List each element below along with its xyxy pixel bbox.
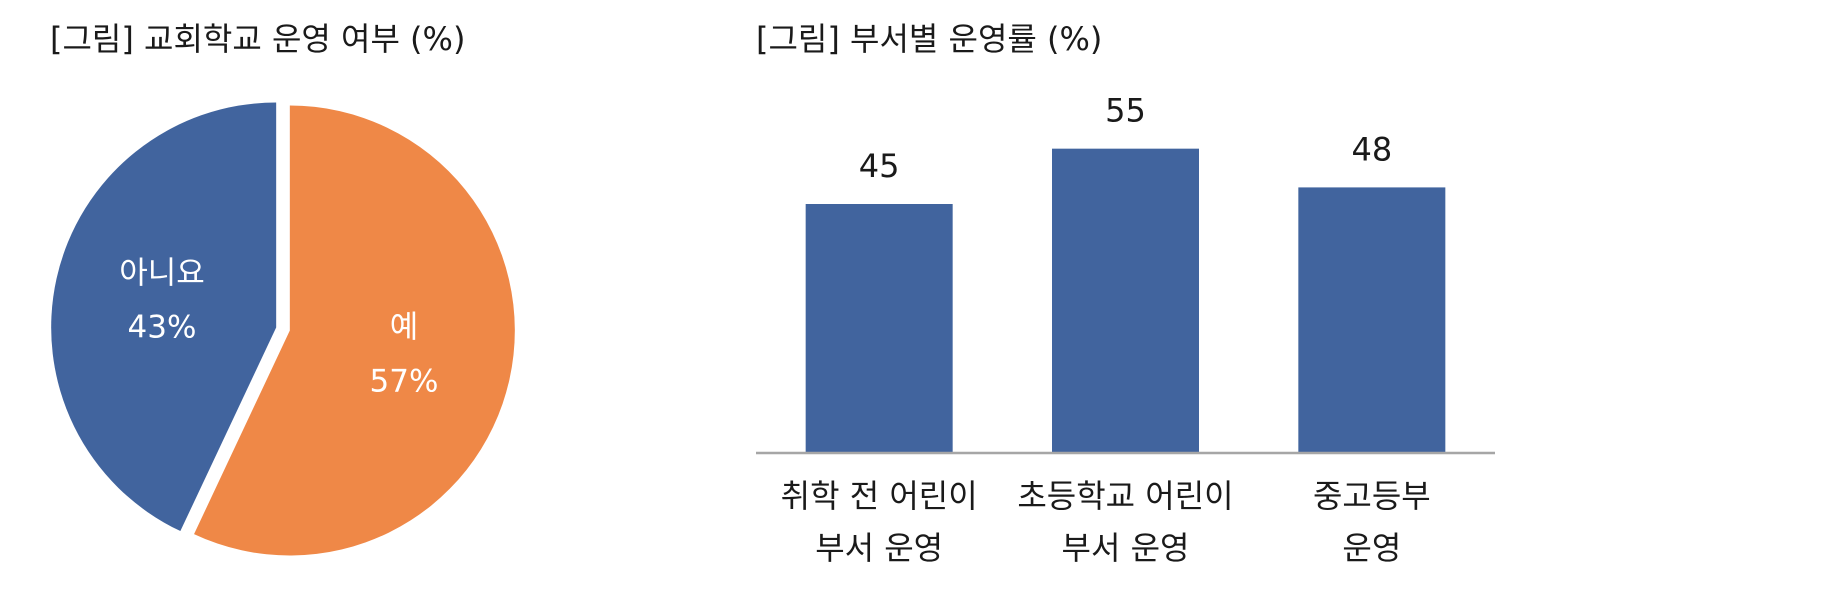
- slice-value-label: 57%: [370, 364, 439, 400]
- x-tick-label: 중고등부 운영: [1312, 477, 1431, 567]
- x-tick-label: 취학 전 어린이 부서 운영: [780, 477, 978, 567]
- x-tick-label: 초등학교 어린이 부서 운영: [1017, 477, 1234, 567]
- pie-slice: [194, 105, 515, 556]
- value-label: 55: [1105, 92, 1146, 130]
- chart-title: [그림] 교회학교 운영 여부 (%): [50, 20, 465, 58]
- slice-label: 예: [390, 310, 419, 346]
- value-label: 45: [859, 147, 900, 185]
- x-tick-label-box: 중고등부 운영: [1312, 477, 1431, 567]
- slice-value-label: 43%: [128, 309, 197, 345]
- x-tick-label-box: 취학 전 어린이 부서 운영: [780, 477, 978, 567]
- chart-title: [그림] 부서별 운영률 (%): [756, 20, 1102, 58]
- value-label: 48: [1351, 130, 1392, 168]
- bar: [805, 204, 953, 453]
- bar: [1052, 148, 1199, 453]
- bar: [1298, 187, 1446, 453]
- slice-label: 아니요: [119, 255, 205, 291]
- x-tick-label-box: 초등학교 어린이 부서 운영: [1017, 477, 1234, 567]
- pie-slice: [51, 102, 277, 532]
